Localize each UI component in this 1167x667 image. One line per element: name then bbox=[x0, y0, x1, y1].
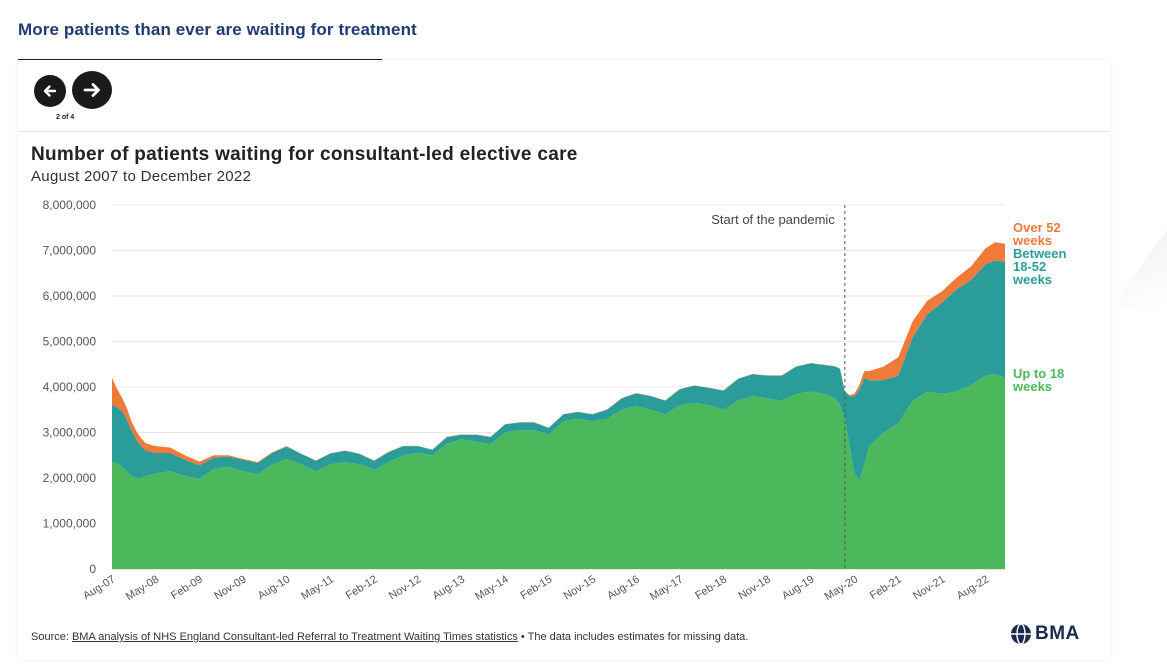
end-label-line: weeks bbox=[1012, 272, 1052, 287]
x-tick-label: Feb-12 bbox=[344, 573, 380, 602]
x-tick-label: Aug-10 bbox=[256, 573, 292, 602]
y-tick-label: 6,000,000 bbox=[43, 289, 97, 303]
chart-subtitle: August 2007 to December 2022 bbox=[31, 168, 252, 185]
y-tick-label: 4,000,000 bbox=[43, 380, 97, 394]
bma-logo: BMA bbox=[1010, 621, 1100, 647]
x-tick-label: Nov-18 bbox=[736, 573, 772, 602]
area-between-18-52-weeks bbox=[112, 260, 1005, 481]
prev-slide-button[interactable] bbox=[34, 75, 66, 107]
footer-prefix: Source: bbox=[31, 631, 72, 643]
x-tick-label: May-08 bbox=[124, 573, 161, 603]
end-label-line: Up to 18 bbox=[1013, 366, 1064, 381]
end-label-line: Over 52 bbox=[1013, 220, 1061, 235]
area-up-to-18-weeks bbox=[112, 374, 1005, 569]
x-tick-label: Aug-07 bbox=[81, 573, 117, 602]
x-tick-label: May-17 bbox=[648, 573, 685, 603]
y-tick-label: 7,000,000 bbox=[43, 244, 97, 258]
pandemic-annotation-label: Start of the pandemic bbox=[711, 212, 835, 227]
end-label-line: weeks bbox=[1012, 379, 1052, 394]
end-label-line: weeks bbox=[1012, 233, 1052, 248]
x-tick-label: Nov-15 bbox=[562, 573, 598, 602]
arrow-left-icon bbox=[43, 85, 57, 97]
source-link[interactable]: BMA analysis of NHS England Consultant-l… bbox=[71, 631, 518, 643]
carousel-nav: 2 of 4 bbox=[34, 71, 124, 121]
arrow-right-icon bbox=[83, 83, 100, 97]
end-label-line: Between bbox=[1013, 246, 1067, 261]
y-tick-label: 1,000,000 bbox=[43, 517, 97, 531]
x-tick-label: Aug-16 bbox=[605, 573, 641, 602]
x-tick-label: May-14 bbox=[473, 573, 510, 603]
y-tick-label: 0 bbox=[89, 562, 96, 576]
x-tick-label: Nov-09 bbox=[212, 573, 248, 602]
page-header-background bbox=[0, 0, 1167, 60]
x-tick-label: Aug-13 bbox=[431, 573, 467, 602]
y-axis-ticks: 0 1,000,000 2,000,000 3,000,000 4,000,000 5,0… bbox=[43, 198, 97, 576]
x-tick-label: Feb-09 bbox=[169, 573, 205, 602]
next-slide-button[interactable] bbox=[72, 71, 112, 109]
x-tick-label: May-11 bbox=[299, 573, 336, 602]
x-tick-label: Aug-19 bbox=[780, 573, 816, 602]
x-axis-ticks: Aug-07 May-08 Feb-09 Nov-09 Aug-10 May-11 Feb-… bbox=[81, 573, 991, 603]
x-tick-label: Aug-22 bbox=[955, 573, 991, 602]
y-tick-label: 3,000,000 bbox=[43, 426, 97, 440]
chart-title: Number of patients waiting for consultan… bbox=[31, 144, 578, 165]
end-label-over-52-weeks: Over 52 weeks bbox=[1012, 220, 1061, 248]
card-divider bbox=[18, 131, 1110, 132]
x-tick-label: Feb-21 bbox=[868, 573, 904, 602]
end-label-between-18-52-weeks: Between 18-52 weeks bbox=[1012, 246, 1067, 287]
x-tick-label: Feb-15 bbox=[518, 573, 554, 602]
page-headline: More patients than ever are waiting for … bbox=[18, 20, 417, 39]
end-label-up-to-18-weeks: Up to 18 weeks bbox=[1012, 366, 1064, 394]
series-areas bbox=[112, 242, 1005, 569]
x-tick-label: Feb-18 bbox=[693, 573, 729, 602]
slide-pager: 2 of 4 bbox=[56, 114, 75, 121]
footer-suffix: • The data includes estimates for missin… bbox=[517, 631, 749, 643]
bma-logo-icon bbox=[1011, 623, 1031, 645]
bma-logo-text: BMA bbox=[1035, 623, 1080, 644]
y-tick-label: 2,000,000 bbox=[43, 471, 97, 485]
annotation-layer: Start of the pandemic bbox=[711, 205, 846, 569]
y-tick-label: 5,000,000 bbox=[43, 335, 97, 349]
y-tick-label: 8,000,000 bbox=[43, 198, 97, 212]
chart-footer: Source: BMA analysis of NHS England Cons… bbox=[31, 631, 748, 643]
x-tick-label: Nov-12 bbox=[387, 573, 423, 602]
x-tick-label: May-20 bbox=[823, 573, 860, 603]
x-tick-label: Nov-21 bbox=[911, 573, 947, 602]
end-label-line: 18-52 bbox=[1013, 259, 1046, 274]
